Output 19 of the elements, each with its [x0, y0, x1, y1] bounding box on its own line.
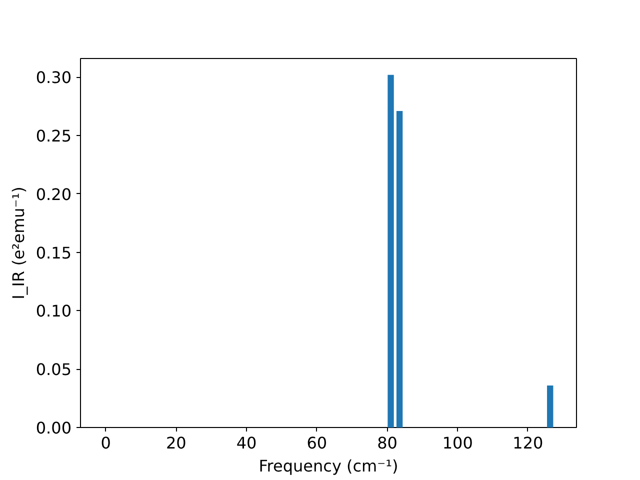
y-tick-label: 0.05 — [36, 360, 72, 380]
bar — [388, 74, 394, 428]
y-axis-title: I_IR (e²emu⁻¹) — [8, 186, 28, 300]
bar — [547, 385, 554, 428]
y-tick-label: 0.00 — [36, 418, 72, 438]
y-tick-label: 0.15 — [36, 243, 72, 262]
bar — [396, 111, 403, 428]
y-tick-label: 0.30 — [36, 68, 72, 88]
x-tick-label: 40 — [236, 434, 257, 452]
x-tick-label: 0 — [100, 434, 111, 452]
x-tick-label: 100 — [442, 434, 473, 452]
y-tick-label: 0.10 — [36, 302, 72, 321]
x-tick-label: 20 — [166, 434, 186, 452]
y-tick-label: 0.20 — [36, 184, 72, 204]
x-tick-label: 60 — [306, 434, 328, 452]
x-axis-title: Frequency (cm⁻¹) — [258, 456, 398, 476]
x-tick-label: 120 — [512, 434, 544, 452]
y-tick-label: 0.25 — [36, 126, 72, 146]
x-tick-label: 80 — [377, 434, 398, 452]
